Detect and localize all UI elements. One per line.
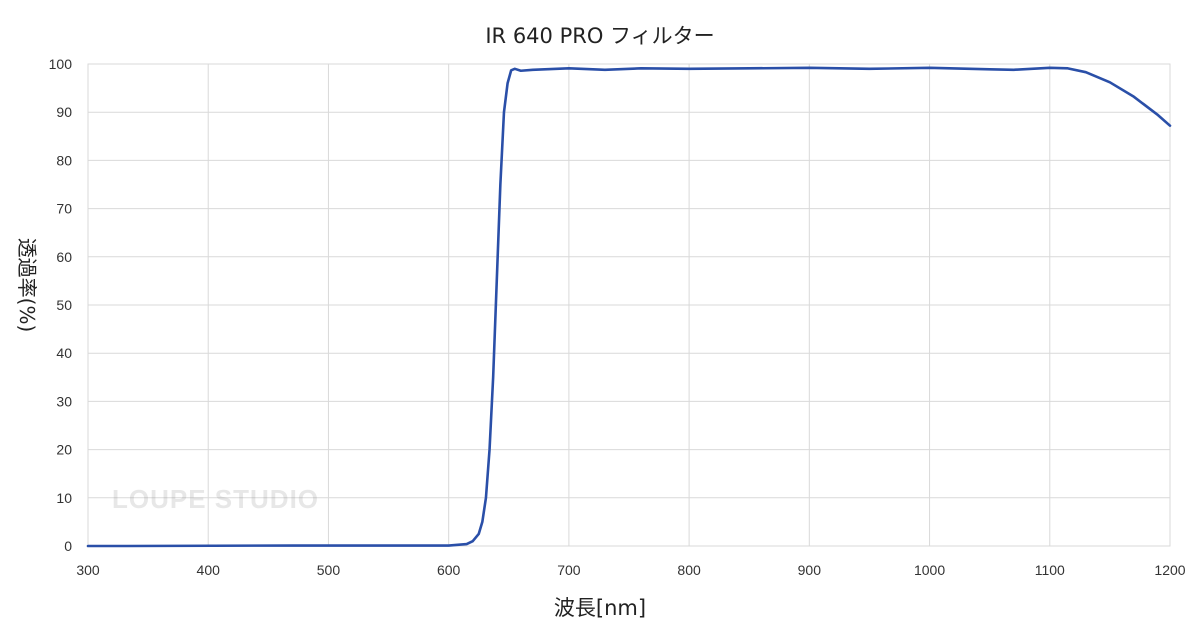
x-axis-label: 波長[nm] — [553, 596, 647, 620]
y-tick-label: 80 — [56, 152, 72, 168]
y-axis-tick-labels: 0 10 20 30 40 50 60 70 80 90 100 — [49, 56, 73, 554]
y-tick-label: 70 — [56, 201, 72, 217]
y-tick-label: 50 — [56, 297, 72, 313]
y-tick-label: 40 — [56, 345, 72, 361]
y-tick-label: 100 — [49, 56, 73, 72]
x-tick-label: 500 — [317, 562, 341, 578]
y-tick-label: 90 — [56, 104, 72, 120]
x-tick-label: 1000 — [914, 562, 945, 578]
y-tick-label: 0 — [64, 538, 72, 554]
y-axis-label: 透過率(%) — [15, 237, 39, 333]
chart-title: IR 640 PRO フィルター — [485, 24, 715, 48]
x-tick-label: 1200 — [1154, 562, 1185, 578]
series-line — [86, 66, 1172, 548]
x-axis-tick-labels: 300 400 500 600 700 800 900 1000 1100 1200 — [76, 562, 1185, 578]
x-tick-label: 1100 — [1035, 562, 1065, 578]
plot-area-frame — [87, 63, 1171, 547]
x-tick-label: 300 — [76, 562, 100, 578]
grid — [87, 63, 1171, 547]
x-tick-label: 700 — [557, 562, 581, 578]
x-tick-label: 400 — [197, 562, 221, 578]
x-tick-label: 800 — [677, 562, 701, 578]
y-tick-label: 10 — [56, 490, 72, 506]
y-tick-label: 20 — [56, 442, 72, 458]
y-tick-label: 30 — [56, 393, 72, 409]
watermark-logo: LOUPE STUDIO — [112, 484, 320, 514]
x-tick-label: 600 — [437, 562, 461, 578]
x-tick-label: 900 — [798, 562, 822, 578]
y-tick-label: 60 — [56, 249, 72, 265]
